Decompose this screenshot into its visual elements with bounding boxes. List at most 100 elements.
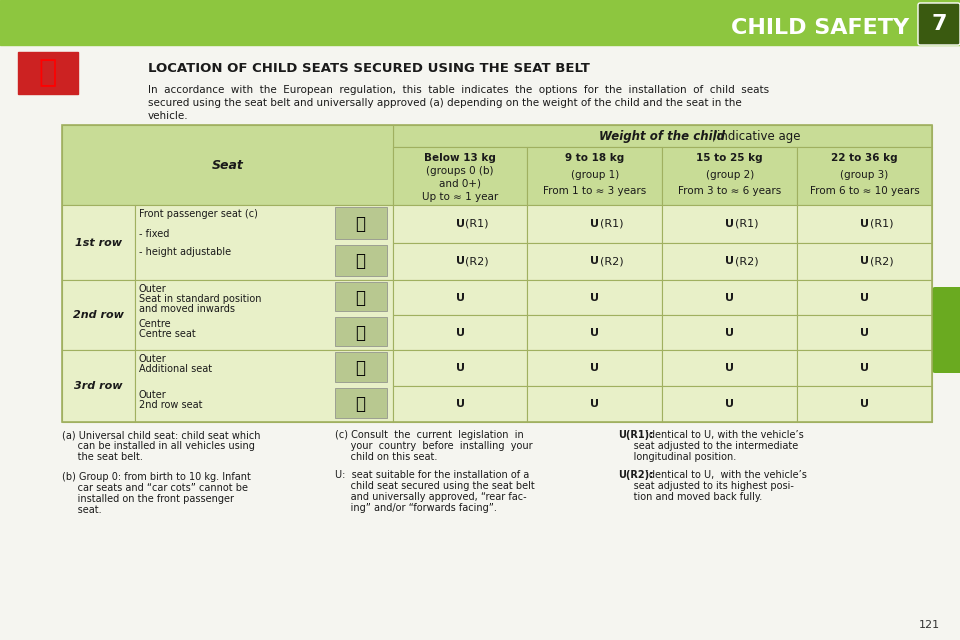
Bar [662, 386, 797, 422]
Text: Weight of the child: Weight of the child [599, 129, 726, 143]
Text: Centre: Centre [139, 319, 171, 329]
Bar [797, 280, 932, 315]
Bar [62, 125, 393, 205]
Text: U: U [590, 328, 599, 337]
Bar [797, 315, 932, 350]
Text: seat adjusted to its highest posi-: seat adjusted to its highest posi- [618, 481, 794, 491]
Bar [662, 350, 797, 386]
Text: U: U [456, 292, 465, 303]
Text: U: U [590, 399, 599, 409]
Text: U: U [860, 256, 869, 266]
Text: (R1): (R1) [600, 219, 623, 228]
Bar [662, 147, 797, 205]
Bar [938, 290, 960, 370]
Text: seat adjusted to the intermediate: seat adjusted to the intermediate [618, 441, 799, 451]
Bar [797, 386, 932, 422]
Bar [393, 147, 527, 205]
Bar [527, 315, 662, 350]
Bar [393, 386, 527, 422]
Text: Outer: Outer [139, 390, 166, 400]
Bar [335, 244, 387, 276]
Text: U: U [725, 219, 734, 228]
Text: U: U [725, 399, 734, 409]
Bar [393, 205, 527, 243]
Text: 7: 7 [931, 14, 947, 34]
Bar [62, 125, 932, 422]
Text: 3rd row: 3rd row [74, 381, 123, 391]
Bar [797, 350, 932, 386]
Text: - height adjustable: - height adjustable [139, 246, 230, 257]
Text: your  country  before  installing  your: your country before installing your [335, 441, 533, 451]
Text: Outer: Outer [139, 284, 166, 294]
Text: 🚗: 🚗 [355, 252, 366, 270]
Text: U: U [860, 399, 869, 409]
Text: identical to U,  with the vehicle’s: identical to U, with the vehicle’s [643, 470, 807, 480]
Bar [393, 350, 527, 386]
Text: U: U [860, 363, 869, 373]
Text: identical to U, with the vehicle’s: identical to U, with the vehicle’s [643, 430, 804, 440]
Text: U: U [590, 256, 599, 266]
Bar [62, 280, 134, 350]
Text: U: U [725, 256, 734, 266]
Text: 2nd row: 2nd row [73, 310, 124, 320]
Text: (group 3): (group 3) [840, 170, 889, 180]
Text: U: U [860, 292, 869, 303]
Text: Additional seat: Additional seat [139, 364, 212, 374]
Text: 22 to 36 kg: 22 to 36 kg [831, 153, 898, 163]
Text: U(R2):: U(R2): [618, 470, 653, 480]
Bar [335, 388, 387, 418]
Text: U: U [860, 219, 869, 228]
Text: tion and moved back fully.: tion and moved back fully. [618, 492, 762, 502]
Bar [335, 282, 387, 311]
Bar [527, 205, 662, 243]
Text: U: U [456, 328, 465, 337]
Bar [393, 280, 527, 315]
Text: 9 to 18 kg: 9 to 18 kg [565, 153, 625, 163]
Text: U: U [725, 328, 734, 337]
Text: LOCATION OF CHILD SEATS SECURED USING THE SEAT BELT: LOCATION OF CHILD SEATS SECURED USING TH… [148, 61, 589, 74]
Bar [335, 317, 387, 346]
Text: can be installed in all vehicles using: can be installed in all vehicles using [62, 441, 254, 451]
Text: U: U [860, 328, 869, 337]
Text: seat.: seat. [62, 505, 102, 515]
Text: U:  seat suitable for the installation of a: U: seat suitable for the installation of… [335, 470, 529, 480]
Text: (R2): (R2) [870, 256, 893, 266]
Bar [335, 207, 387, 239]
Text: (R1): (R1) [734, 219, 758, 228]
Text: (R2): (R2) [465, 256, 489, 266]
Text: and moved inwards: and moved inwards [139, 304, 235, 314]
Text: U: U [456, 256, 465, 266]
Bar [0, 0, 960, 45]
Text: (a) Universal child seat: child seat which: (a) Universal child seat: child seat whi… [62, 430, 260, 440]
Text: From 6 to ≈ 10 years: From 6 to ≈ 10 years [809, 186, 920, 196]
Bar [662, 280, 797, 315]
Text: U: U [725, 363, 734, 373]
Text: and 0+): and 0+) [439, 179, 481, 189]
Text: (R2): (R2) [734, 256, 758, 266]
Text: 🚗: 🚗 [355, 289, 366, 307]
Text: 🚗: 🚗 [355, 395, 366, 413]
Text: ing” and/or “forwards facing”.: ing” and/or “forwards facing”. [335, 503, 497, 513]
Bar [393, 315, 527, 350]
Text: 2nd row seat: 2nd row seat [139, 400, 203, 410]
Bar [662, 243, 797, 280]
Bar [134, 350, 393, 422]
Text: Outer: Outer [139, 354, 166, 364]
Text: Up to ≈ 1 year: Up to ≈ 1 year [421, 191, 498, 202]
FancyBboxPatch shape [932, 287, 960, 373]
Text: From 3 to ≈ 6 years: From 3 to ≈ 6 years [678, 186, 781, 196]
Bar [134, 280, 393, 350]
Text: U: U [590, 292, 599, 303]
Text: Seat in standard position: Seat in standard position [139, 294, 261, 304]
Bar [797, 205, 932, 243]
Text: U: U [590, 363, 599, 373]
Bar [527, 147, 662, 205]
Bar [62, 205, 134, 280]
Text: Below 13 kg: Below 13 kg [424, 153, 496, 163]
Bar [797, 147, 932, 205]
Text: 1st row: 1st row [75, 237, 122, 248]
Bar [393, 243, 527, 280]
Text: U: U [725, 292, 734, 303]
Text: longitudinal position.: longitudinal position. [618, 452, 736, 462]
Bar [797, 243, 932, 280]
